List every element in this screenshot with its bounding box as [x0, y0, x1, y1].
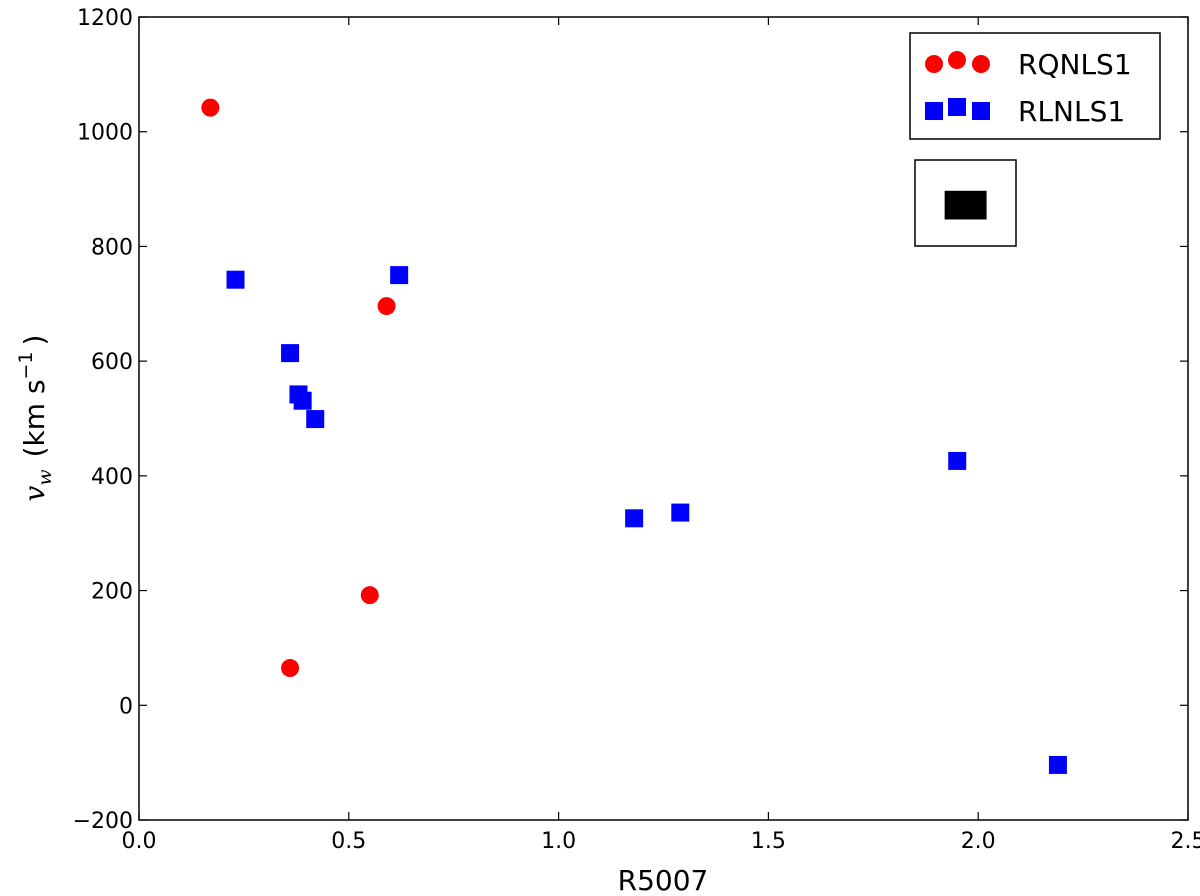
- legend-marker-rqnls1: [948, 51, 966, 69]
- y-axis-label-var: v: [18, 485, 51, 501]
- y-tick-label: −200: [73, 809, 133, 834]
- x-tick-label: 2.0: [961, 829, 996, 854]
- y-axis-label: vw (km s−1): [15, 335, 56, 502]
- x-tick-label: 0.0: [122, 829, 157, 854]
- legend-label-rqnls1: RQNLS1: [1018, 48, 1132, 81]
- point-rlnls1: [671, 503, 690, 522]
- point-rqnls1: [201, 98, 220, 117]
- x-tick-label: 1.5: [751, 829, 786, 854]
- ticks-layer: 0.0 0.5 1.0 1.5 2.0 2.5 −200 0 200 400 600 800 1000 1…: [73, 6, 1200, 854]
- legend-marker-rlnls1: [948, 98, 966, 116]
- legend-marker-rlnls1: [972, 102, 990, 120]
- y-tick-label: 1200: [77, 6, 133, 31]
- point-rlnls1: [948, 451, 967, 470]
- legend-frame: [909, 32, 1161, 140]
- point-rlnls1: [625, 509, 644, 528]
- point-rlnls1: [281, 344, 300, 363]
- point-rqnls1: [360, 586, 379, 605]
- y-tick-label: 800: [91, 235, 133, 260]
- point-rqnls1: [281, 659, 300, 678]
- points-layer: [201, 98, 1067, 774]
- y-axis-label-sup: −1: [15, 351, 37, 379]
- y-tick-label: 1000: [77, 121, 133, 146]
- y-tick-label: 200: [91, 580, 133, 605]
- legend-label-rlnls1: RLNLS1: [1018, 95, 1125, 128]
- point-rlnls1: [1048, 755, 1067, 774]
- y-tick-label: 0: [119, 694, 133, 719]
- x-tick-label: 1.0: [541, 829, 576, 854]
- point-rlnls1: [226, 270, 245, 289]
- point-rlnls1: [293, 391, 312, 410]
- legend-marker-rqnls1: [972, 55, 990, 73]
- error-box: [944, 190, 987, 220]
- point-rlnls1: [306, 410, 325, 429]
- point-rqnls1: [377, 297, 396, 316]
- x-tick-label: 0.5: [331, 829, 366, 854]
- point-rlnls1: [390, 266, 409, 285]
- y-tick-label: 600: [91, 350, 133, 375]
- y-axis-label-sub: w: [34, 469, 56, 485]
- y-axis-label-unit-close: ): [18, 335, 51, 346]
- legend: RQNLS1 RLNLS1: [909, 32, 1161, 140]
- y-tick-label: 400: [91, 465, 133, 490]
- x-tick-label: 2.5: [1171, 829, 1200, 854]
- annotation-layer: [914, 159, 1017, 247]
- y-axis-label-unit: (km s: [18, 379, 51, 457]
- legend-marker-rqnls1: [925, 55, 943, 73]
- x-axis-label: R5007: [618, 864, 709, 896]
- legend-marker-rlnls1: [925, 102, 943, 120]
